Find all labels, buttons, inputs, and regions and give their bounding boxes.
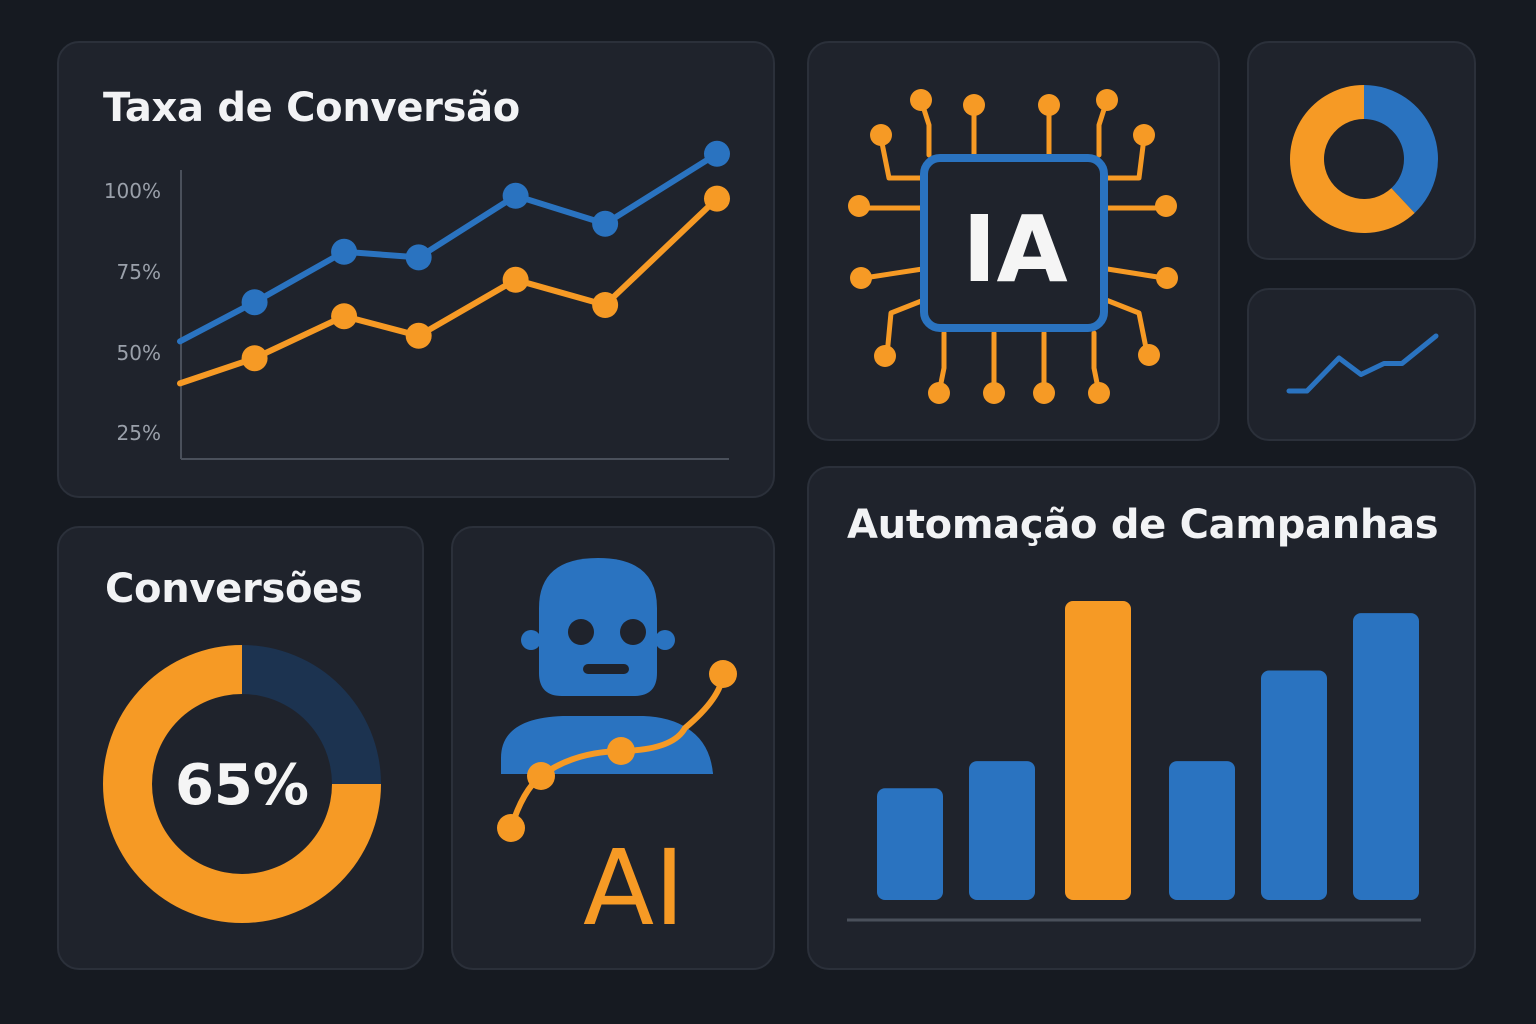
y-tick-label: 50% xyxy=(117,341,161,365)
campaign-automation-title: Automação de Campanhas xyxy=(847,502,1439,548)
orange-series-point xyxy=(331,303,358,330)
trace xyxy=(1098,265,1167,281)
trace-dot xyxy=(1155,195,1177,217)
robot-ai-label: AI xyxy=(583,827,685,949)
campaign-bar xyxy=(877,788,943,900)
donut-slice xyxy=(242,645,381,784)
y-tick-label: 100% xyxy=(104,179,161,203)
trace xyxy=(878,135,932,181)
sparkline-chart xyxy=(1286,333,1439,394)
trace-dot xyxy=(910,89,932,111)
campaign-bar xyxy=(969,761,1035,900)
trace-dot xyxy=(928,382,950,404)
chip-label: IA xyxy=(962,196,1067,303)
robot-icon: AI xyxy=(497,558,737,949)
trend-point xyxy=(497,814,525,842)
y-tick-label: 75% xyxy=(117,260,161,284)
trace-dot xyxy=(1033,382,1055,404)
y-tick-label: 25% xyxy=(117,421,161,445)
campaign-bar xyxy=(1065,601,1131,900)
sparkline-card xyxy=(1247,288,1476,441)
trace-dot xyxy=(1156,267,1178,289)
orange-series-point xyxy=(704,185,730,212)
mini-donut-card xyxy=(1247,41,1476,260)
trace-dot xyxy=(983,382,1005,404)
blue-series-point xyxy=(704,140,730,167)
ai-chip-card: IA xyxy=(807,41,1220,441)
robot-eye xyxy=(568,619,594,645)
ai-chip-icon: IA xyxy=(848,89,1178,404)
trace-dot xyxy=(1133,124,1155,146)
blue-series-point xyxy=(592,210,619,237)
conversion-rate-card: Taxa de Conversão 100% 75% 50% 25% xyxy=(57,41,775,498)
donut-slice xyxy=(103,645,381,923)
orange-series-point xyxy=(241,345,268,372)
donut-slice xyxy=(1290,85,1415,233)
campaign-bar xyxy=(1261,670,1327,900)
trace-dot xyxy=(850,267,872,289)
trace xyxy=(1098,135,1147,181)
trend-point xyxy=(607,737,635,765)
conversions-card: Conversões 65% xyxy=(57,526,424,970)
trace xyxy=(861,265,932,281)
robot-eye xyxy=(620,619,646,645)
trace-dot xyxy=(870,124,892,146)
mini-donut-chart xyxy=(1290,85,1438,233)
orange-series-point xyxy=(405,322,432,349)
trace-dot xyxy=(1088,382,1110,404)
blue-series-point xyxy=(241,289,268,316)
trend-point xyxy=(527,762,555,790)
donut-slice xyxy=(1364,85,1438,213)
trace-dot xyxy=(1138,344,1160,366)
trace-dot xyxy=(963,94,985,116)
trace xyxy=(1098,295,1150,356)
trace xyxy=(884,295,932,358)
robot-body xyxy=(501,716,713,774)
trace-dot xyxy=(1038,94,1060,116)
ai-robot-card: AI xyxy=(451,526,775,970)
conversion-rate-line-chart: 100% 75% 50% 25% xyxy=(104,140,730,460)
campaign-automation-card: Automação de Campanhas xyxy=(807,466,1476,970)
robot-ear xyxy=(521,630,541,650)
sparkline xyxy=(1286,333,1439,394)
orange-series-point xyxy=(502,266,529,293)
robot-ear xyxy=(655,630,675,650)
conversions-value-label: 65% xyxy=(175,753,309,818)
trend-point xyxy=(709,660,737,688)
blue-series-point xyxy=(405,244,432,271)
campaign-automation-bar-chart xyxy=(847,601,1421,922)
trace-dot xyxy=(848,195,870,217)
blue-series-point xyxy=(331,238,358,265)
trace-dot xyxy=(1096,89,1118,111)
robot-mouth xyxy=(583,664,629,674)
robot-head xyxy=(539,558,657,696)
chip-body xyxy=(920,154,1108,332)
campaign-bar xyxy=(1169,761,1235,900)
trace-dot xyxy=(874,345,896,367)
conversions-donut-chart: 65% xyxy=(103,645,381,923)
orange-series-point xyxy=(592,292,619,318)
blue-series-point xyxy=(502,182,529,209)
conversion-rate-title: Taxa de Conversão xyxy=(103,85,520,131)
campaign-bar xyxy=(1353,613,1419,900)
conversions-title: Conversões xyxy=(105,566,363,612)
